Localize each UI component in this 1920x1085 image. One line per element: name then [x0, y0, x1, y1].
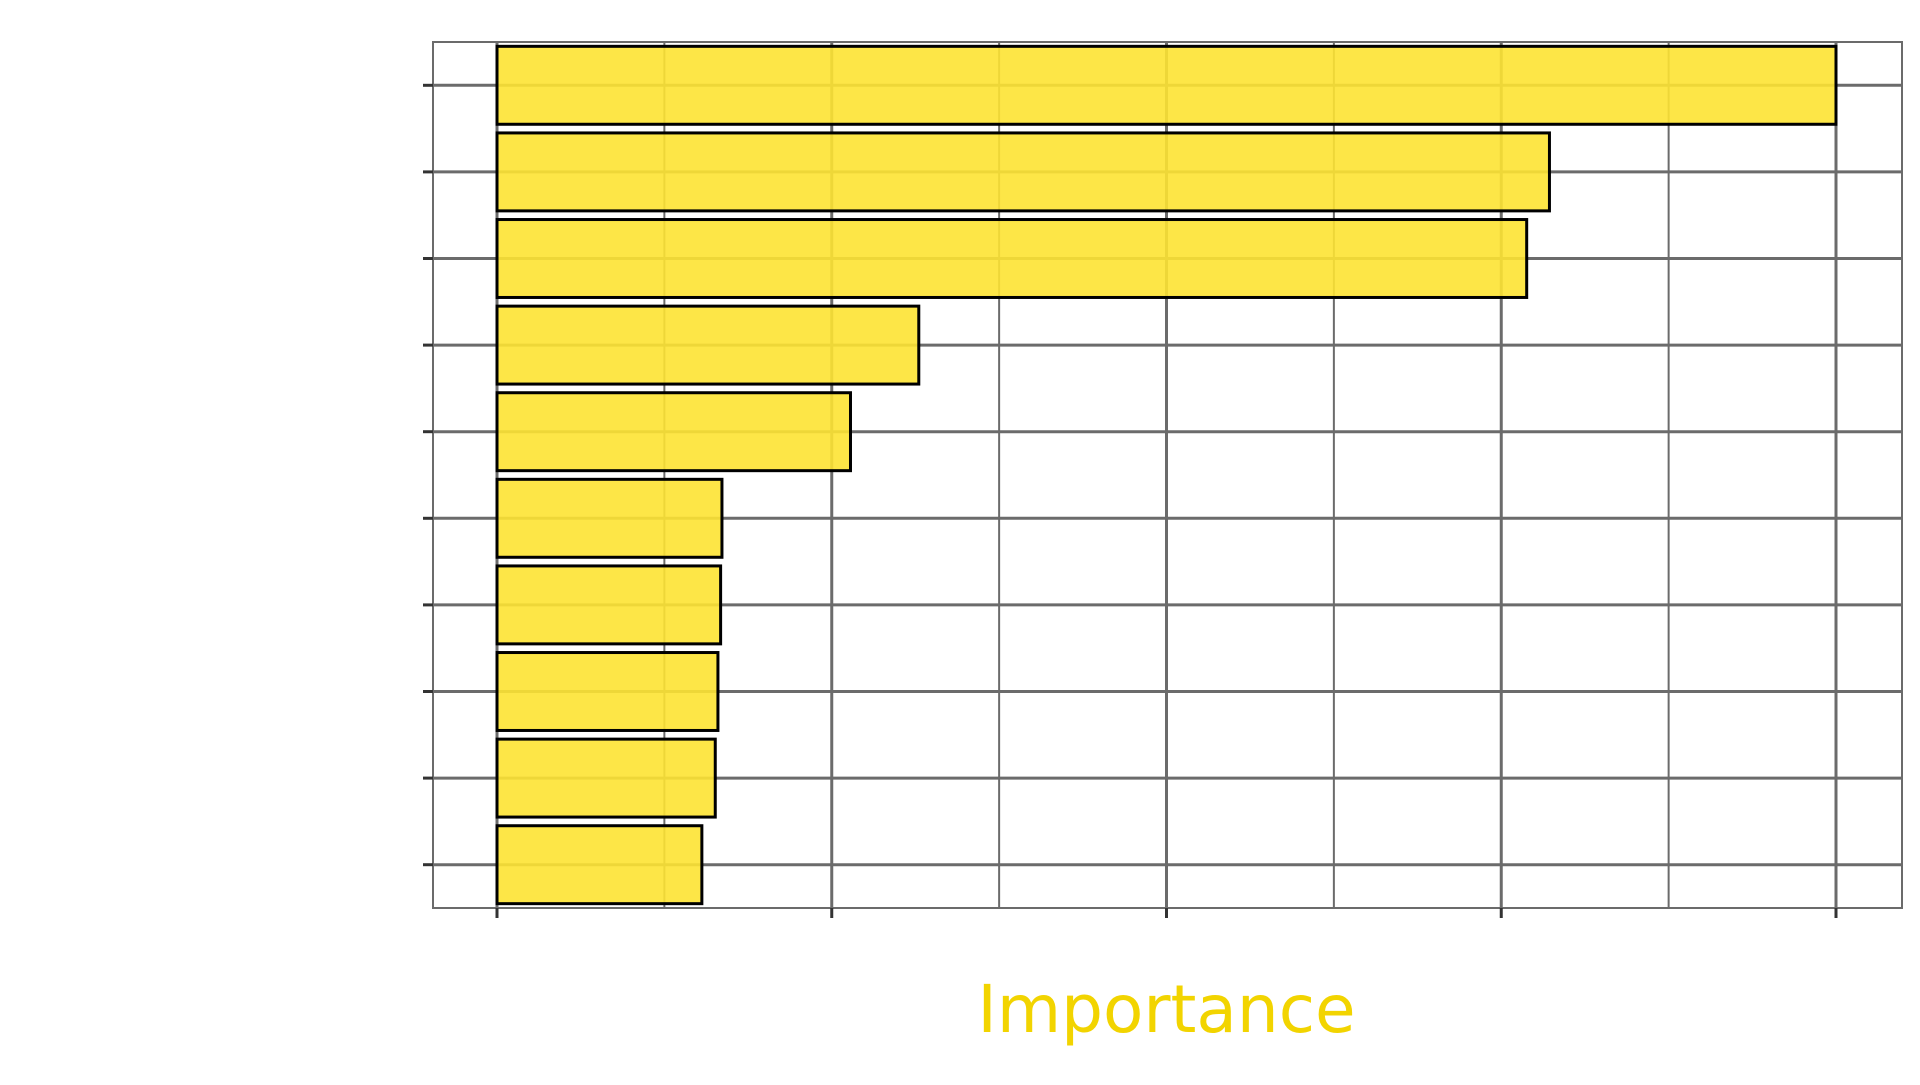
bar [495, 477, 724, 559]
bar [495, 651, 720, 732]
x-axis-title: Importance [977, 971, 1355, 1048]
bar [495, 824, 704, 906]
bar [495, 304, 921, 386]
bar [495, 391, 852, 473]
bar [495, 218, 1529, 299]
bar [495, 44, 1838, 126]
bars-layer [495, 44, 1838, 906]
bar [495, 737, 717, 819]
bar [495, 131, 1551, 213]
ticks-layer [423, 83, 1838, 918]
bar [495, 564, 723, 646]
